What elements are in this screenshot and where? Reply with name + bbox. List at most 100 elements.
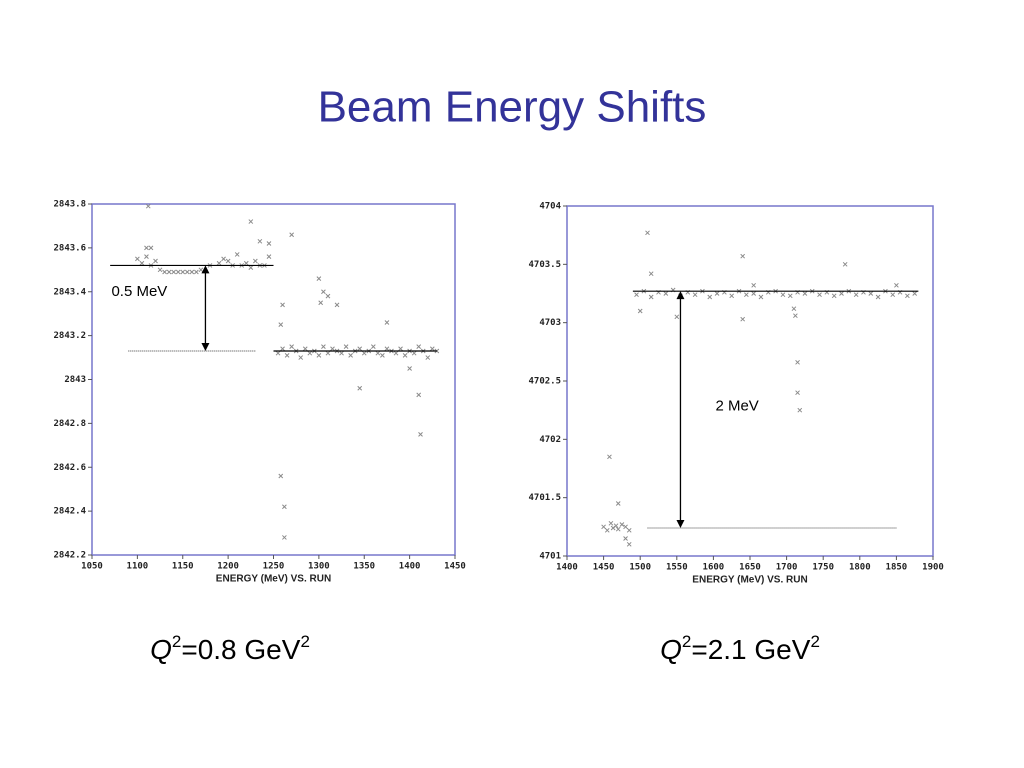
point	[429, 346, 435, 352]
point	[663, 291, 669, 296]
point	[278, 473, 284, 479]
point	[795, 359, 800, 365]
point	[707, 294, 713, 300]
y-tick-label: 4703.5	[528, 260, 561, 270]
point	[839, 291, 844, 296]
point	[135, 256, 140, 262]
point	[797, 407, 803, 413]
point	[674, 314, 680, 320]
point	[604, 527, 610, 533]
point	[626, 541, 632, 547]
y-tick-label: 2842.4	[53, 507, 86, 517]
caption-part: =2.1 GeV	[691, 634, 810, 665]
y-tick-label: 4702	[539, 435, 561, 445]
point	[692, 292, 698, 298]
point	[289, 344, 295, 349]
y-tick-label: 4704	[539, 202, 561, 212]
point	[357, 385, 363, 391]
y-tick-label: 4702.5	[528, 377, 561, 387]
point	[425, 355, 431, 360]
point	[831, 293, 837, 299]
point	[380, 353, 385, 358]
point	[175, 269, 181, 275]
point	[278, 322, 284, 328]
point	[416, 344, 422, 349]
point	[740, 253, 746, 259]
point	[418, 431, 423, 437]
point	[348, 353, 353, 358]
point	[221, 256, 226, 262]
point	[171, 269, 177, 275]
y-tick-label: 4703	[539, 318, 561, 328]
caption-part: Q	[660, 634, 682, 665]
point	[393, 350, 399, 356]
x-tick-label: 1500	[629, 563, 651, 573]
point	[325, 350, 331, 356]
point	[216, 260, 222, 266]
point	[802, 291, 808, 296]
y-tick-label: 4701.5	[528, 493, 561, 503]
point	[248, 265, 254, 270]
point	[184, 269, 190, 275]
point	[275, 350, 281, 356]
x-tick-label: 1050	[81, 562, 103, 572]
point	[613, 523, 619, 529]
point	[743, 292, 749, 298]
x-tick-label: 1200	[217, 562, 239, 572]
point	[180, 269, 186, 275]
point	[321, 344, 326, 349]
point	[339, 350, 344, 356]
x-axis-label: ENERGY (MeV) VS. RUN	[692, 575, 807, 586]
x-tick-label: 1900	[922, 563, 944, 573]
slide-title: Beam Energy Shifts	[318, 83, 707, 132]
point	[198, 267, 204, 273]
point	[637, 308, 643, 314]
point	[145, 203, 151, 209]
point	[361, 350, 367, 356]
point	[626, 527, 632, 533]
y-tick-label: 2842.2	[53, 551, 86, 561]
point	[166, 269, 172, 275]
y-tick-label: 2843.6	[53, 243, 86, 253]
point	[402, 353, 408, 358]
point	[157, 267, 163, 273]
y-tick-label: 2843.2	[53, 331, 86, 341]
x-tick-label: 1700	[776, 563, 798, 573]
point	[890, 292, 896, 298]
point	[912, 291, 918, 296]
point	[139, 260, 145, 266]
point	[316, 353, 322, 358]
point	[894, 282, 899, 288]
point	[398, 346, 403, 352]
point	[316, 276, 322, 281]
point	[607, 454, 612, 460]
point	[384, 346, 390, 352]
point	[619, 522, 625, 527]
point	[284, 353, 290, 358]
point	[321, 289, 326, 295]
x-tick-label: 1300	[308, 562, 330, 572]
point	[289, 232, 295, 238]
point	[298, 355, 304, 360]
annotation: 2 MeV	[715, 398, 758, 415]
caption-part: 2	[810, 632, 819, 651]
point	[623, 536, 628, 541]
point	[795, 390, 800, 396]
point	[266, 241, 272, 246]
x-tick-label: 1650	[739, 563, 761, 573]
point	[416, 392, 422, 398]
point	[634, 292, 639, 298]
point	[740, 316, 746, 322]
annotation: 0.5 MeV	[111, 283, 167, 300]
point	[384, 320, 390, 325]
point	[375, 350, 381, 356]
x-tick-label: 1150	[172, 562, 194, 572]
y-tick-label: 2842.8	[53, 419, 86, 429]
point	[302, 346, 308, 352]
point	[257, 238, 263, 244]
x-tick-label: 1750	[812, 563, 834, 573]
point	[780, 292, 786, 298]
x-tick-label: 1400	[399, 562, 421, 572]
point	[645, 230, 650, 236]
